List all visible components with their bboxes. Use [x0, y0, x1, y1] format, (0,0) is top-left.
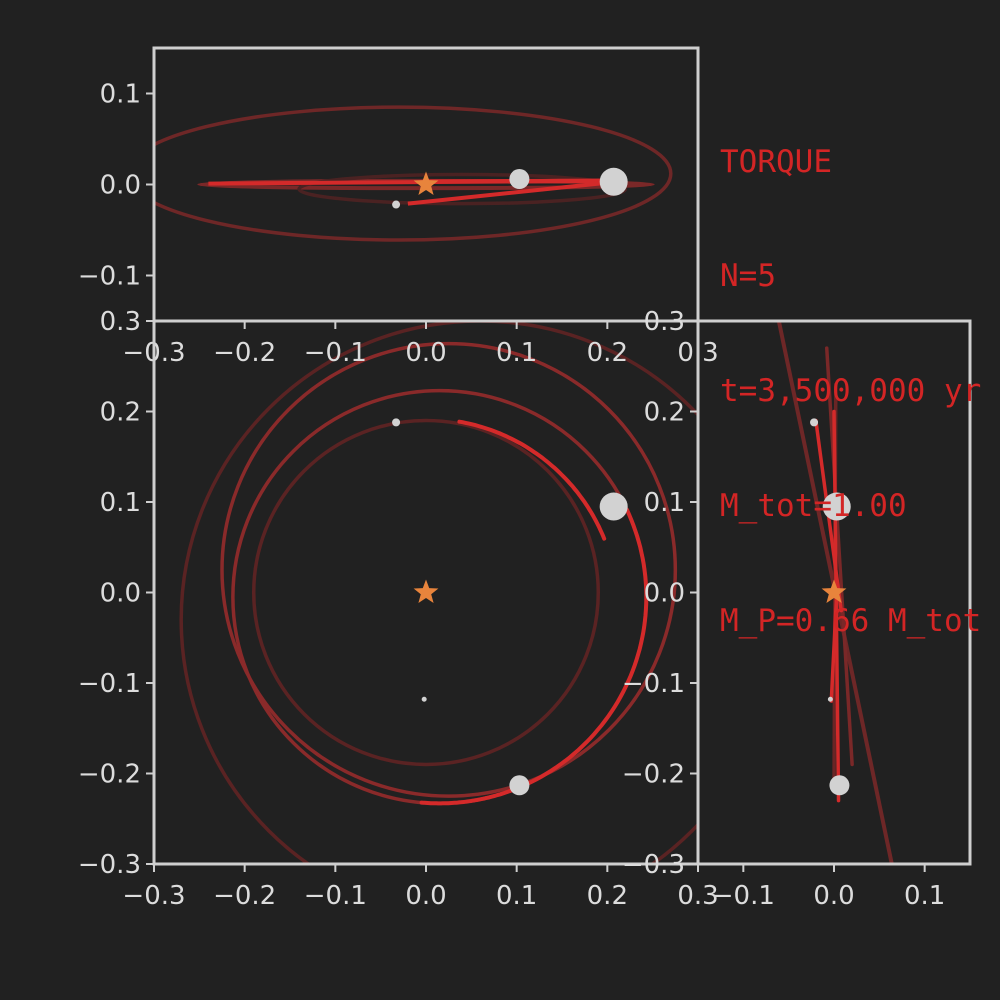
x-tick-label-xy-3: 0.0 [405, 881, 446, 911]
info-model: TORQUE [720, 143, 832, 180]
y-tick-label-xz-2: 0.1 [100, 80, 141, 110]
x-tick-label-xz-4: 0.1 [496, 338, 537, 368]
planet-xy-0 [599, 492, 628, 521]
orbit-recent-zy-2 [829, 590, 839, 703]
y-tick-label-xy-2: −0.1 [78, 669, 141, 699]
y-tick-label-zy-5: 0.2 [644, 398, 685, 428]
info-n: N=5 [720, 258, 776, 295]
x-tick-label-xy-2: −0.1 [304, 881, 367, 911]
orbit-recent-xz-1 [407, 179, 617, 206]
planet-xy-1 [509, 775, 530, 796]
planet-xy-2 [392, 418, 401, 427]
orbit-trail-xy-3 [179, 321, 698, 864]
x-tick-label-zy-1: 0.0 [813, 881, 854, 911]
x-tick-label-xz-3: 0.0 [405, 338, 446, 368]
orbit-trail-xy-2 [220, 341, 678, 798]
panel-xy-plot-area [179, 321, 698, 864]
planet-xz-1 [509, 169, 530, 190]
planet-xz-0 [599, 167, 628, 196]
x-tick-label-zy-0: −0.1 [712, 881, 775, 911]
y-tick-label-zy-4: 0.1 [644, 488, 685, 518]
y-tick-label-xz-1: 0.0 [100, 171, 141, 201]
x-tick-label-xz-1: −0.2 [213, 338, 276, 368]
y-tick-label-zy-6: 0.3 [644, 307, 685, 337]
x-tick-label-xy-4: 0.1 [496, 881, 537, 911]
x-tick-label-xy-1: −0.2 [213, 881, 276, 911]
y-tick-label-xy-0: −0.3 [78, 850, 141, 880]
planet-zy-0 [822, 492, 851, 521]
y-tick-label-xz-0: −0.1 [78, 262, 141, 292]
y-tick-label-zy-3: 0.0 [644, 579, 685, 609]
x-tick-label-xy-0: −0.3 [122, 881, 185, 911]
y-tick-label-xy-5: 0.2 [100, 398, 141, 428]
orbit-trail-xy-1 [231, 388, 649, 806]
star-xy [413, 579, 439, 603]
y-tick-label-xy-1: −0.2 [78, 760, 141, 790]
star-xz [413, 171, 439, 195]
x-tick-label-xy-5: 0.2 [587, 881, 628, 911]
y-tick-label-xy-3: 0.0 [100, 579, 141, 609]
orbit-trail-zy-1 [824, 346, 854, 767]
y-tick-label-zy-1: −0.2 [622, 760, 685, 790]
x-tick-label-xz-2: −0.1 [304, 338, 367, 368]
y-tick-label-zy-2: −0.1 [622, 669, 685, 699]
x-tick-label-zy-2: 0.1 [904, 881, 945, 911]
planet-zy-2 [810, 418, 819, 427]
planet-xz-2 [392, 200, 401, 209]
planet-zy-1 [829, 775, 850, 796]
y-tick-label-xy-6: 0.3 [100, 307, 141, 337]
x-tick-label-xy-6: 0.3 [677, 881, 718, 911]
star-zy [821, 579, 847, 603]
planet-xy-3 [421, 696, 427, 702]
info-time: t=3,500,000 yr [720, 373, 982, 410]
planet-zy-3 [827, 696, 833, 702]
x-tick-label-xz-5: 0.2 [587, 338, 628, 368]
y-tick-label-zy-0: −0.3 [622, 850, 685, 880]
simulation-info: TORQUE N=5 t=3,500,000 yr M_tot=1.00 M_P… [720, 66, 981, 679]
info-mtot: M_tot=1.00 [720, 488, 907, 525]
orbit-trail-xy-0 [251, 418, 601, 767]
orbit-recent-xy-outer [508, 507, 649, 793]
y-tick-label-xy-4: 0.1 [100, 488, 141, 518]
orbit-recent-xy-inner [457, 419, 607, 541]
orbit-recent-xy-lower [419, 788, 513, 806]
panel-xz-plot-area [154, 105, 673, 242]
info-mp: M_P=0.66 M_tot [720, 603, 982, 640]
orbit-trail-xz-0 [154, 105, 673, 242]
